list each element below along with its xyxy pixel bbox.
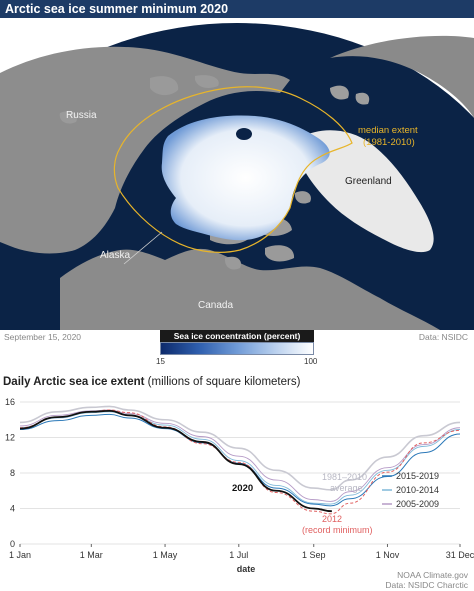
alaska-label: Alaska (100, 250, 130, 261)
legend-color-bar (160, 342, 314, 355)
x-tick-label: 1 Mar (80, 550, 103, 560)
y-tick-label: 12 (5, 433, 15, 443)
map-date: September 15, 2020 (4, 332, 82, 342)
series-line-0 (19, 405, 461, 491)
legend-min: 15 (156, 357, 165, 366)
sea-ice-extent (161, 115, 330, 241)
canada-label: Canada (198, 300, 233, 311)
y-tick-label: 16 (5, 397, 15, 407)
pole-hole (236, 128, 252, 140)
russia-land (0, 46, 290, 254)
median-extent-label: median extent (358, 125, 418, 136)
y-tick-label: 8 (10, 468, 15, 478)
chart-title-bold: Daily Arctic sea ice extent (3, 376, 145, 388)
map-title: Arctic sea ice summer minimum 2020 (0, 0, 474, 18)
sea-ice-map: Russia Greenland Alaska Canada median ex… (0, 18, 474, 330)
north-america-land (60, 248, 440, 330)
x-tick-label: 1 May (153, 550, 178, 560)
chart-title: Daily Arctic sea ice extent (millions of… (3, 376, 300, 388)
y-tick-label: 4 (10, 504, 15, 514)
series-line-4 (19, 409, 461, 515)
extent-chart-svg: 0 4 8 12 16 1 Jan 1 Mar 1 May 1 Jul 1 Sep 1 Nov 31 … (5, 397, 474, 574)
median-extent-years: (1981-2010) (363, 137, 415, 148)
europe-land (330, 35, 474, 118)
map-footer: September 15, 2020 Data: NSIDC Sea ice c… (0, 330, 474, 368)
chart-title-units: (millions of square kilometers) (144, 376, 301, 388)
annotation-average: 1981–2010 (322, 472, 367, 482)
chart-data-source: Data: NSIDC Charctic (385, 580, 468, 590)
x-tick-label: 1 Jan (9, 550, 31, 560)
russia-label: Russia (66, 110, 97, 121)
x-tick-label: 1 Sep (302, 550, 326, 560)
legend-title: Sea ice concentration (percent) (160, 330, 314, 342)
x-tick-label: 1 Nov (376, 550, 400, 560)
russia-islands (59, 75, 219, 124)
legend-max: 100 (304, 357, 318, 366)
map-source: Data: NSIDC (418, 332, 468, 342)
x-axis-label: date (237, 564, 256, 574)
legend-label-0: 2015-2019 (396, 471, 439, 481)
series-line-5 (19, 409, 332, 513)
annotation-2012: 2012 (322, 514, 342, 524)
sea-ice-map-svg: Russia Greenland Alaska Canada median ex… (0, 18, 474, 330)
extent-chart: 0 4 8 12 16 1 Jan 1 Mar 1 May 1 Jul 1 Sep 1 Nov 31 … (0, 390, 474, 591)
annotation-2020: 2020 (232, 483, 253, 494)
annotation-average-sub: average (330, 483, 363, 493)
greenland-label: Greenland (345, 176, 392, 187)
y-tick-label: 0 (10, 539, 15, 549)
median-extent-line (113, 86, 353, 253)
annotation-2012-sub: (record minimum) (302, 525, 373, 535)
legend-label-1: 2010-2014 (396, 485, 439, 495)
svalbard-islands (330, 85, 370, 105)
chart-credit: NOAA Climate.gov (397, 570, 468, 580)
x-tick-label: 31 Dec (446, 550, 474, 560)
legend-label-2: 2005-2009 (396, 499, 439, 509)
x-tick-label: 1 Jul (229, 550, 248, 560)
alaska-pointer-line (123, 231, 163, 265)
greenland-land (298, 130, 434, 253)
